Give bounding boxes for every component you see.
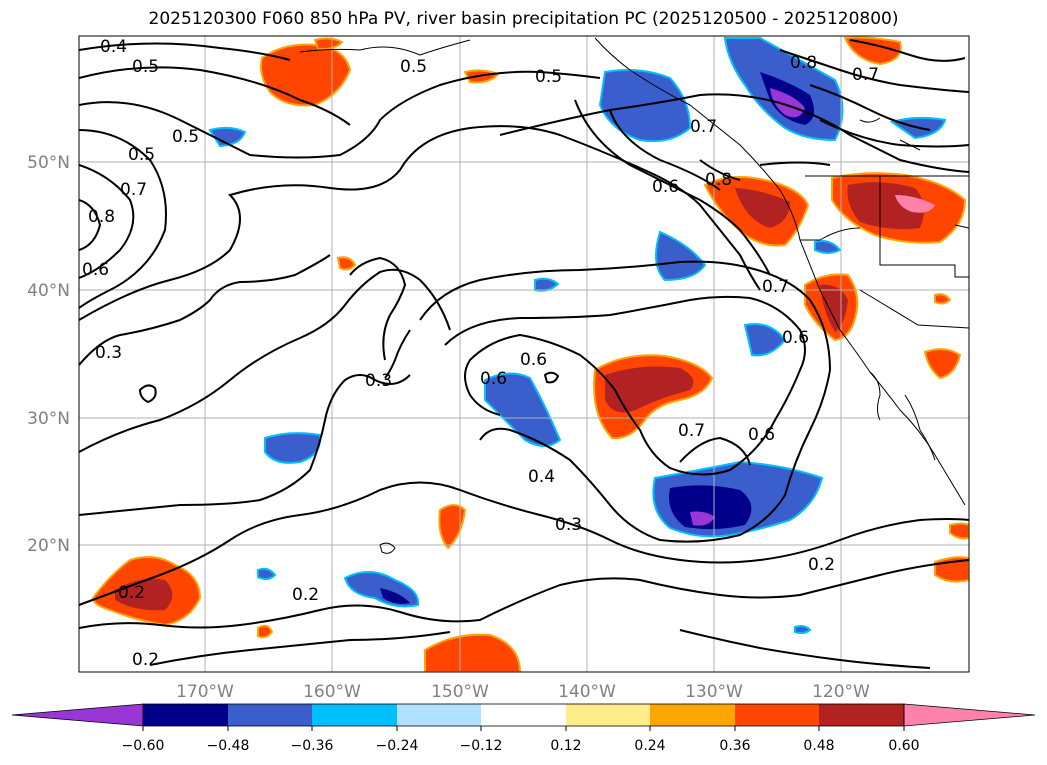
map-frame	[78, 35, 970, 673]
contour-label: 0.7	[690, 117, 717, 137]
lon-label-140w: 140°W	[558, 682, 616, 702]
colorbar-bin	[481, 704, 566, 726]
contour-label: 0.8	[705, 170, 732, 190]
contour-label: 0.7	[120, 180, 147, 200]
strong-positive-region	[605, 366, 694, 413]
contour-label: 0.5	[400, 57, 427, 77]
latitude-labels: 50°N 40°N 30°N 20°N	[27, 153, 70, 556]
contour-label: 0.4	[100, 37, 127, 57]
contour-label: 0.6	[480, 369, 507, 389]
colorbar-bin	[397, 704, 481, 726]
contour-label: 0.7	[678, 421, 705, 441]
contour-label: 0.2	[118, 583, 145, 603]
positive-anomaly-region	[336, 256, 357, 271]
colorbar-bin	[735, 704, 819, 726]
colorbar-label: 0.60	[888, 738, 919, 754]
colorbar-bin	[566, 704, 650, 726]
lon-label-150w: 150°W	[431, 682, 489, 702]
colorbar: −0.60 −0.48 −0.36 −0.24 −0.12 0.12 0.24 …	[11, 703, 1036, 754]
colorbar-label: −0.60	[122, 738, 165, 754]
negative-anomaly-region	[484, 372, 562, 447]
lon-label-170w: 170°W	[176, 682, 234, 702]
lon-label-160w: 160°W	[303, 682, 361, 702]
longitude-labels: 170°W 160°W 150°W 140°W 130°W 120°W	[176, 682, 870, 702]
positive-anomaly-region	[949, 522, 969, 540]
negative-anomaly-region	[208, 126, 247, 148]
contour-label: 0.7	[762, 277, 789, 297]
lat-label-30n: 30°N	[27, 409, 70, 429]
colorbar-bin	[228, 704, 312, 726]
contour-label: 0.6	[520, 350, 547, 370]
pv-contours	[79, 39, 969, 669]
contour-label: 0.8	[790, 53, 817, 73]
strong-positive-region	[847, 182, 924, 230]
colorbar-label: 0.48	[803, 738, 834, 754]
strong-negative-region	[669, 485, 752, 530]
lon-label-120w: 120°W	[812, 682, 870, 702]
contour-label: 0.6	[82, 260, 109, 280]
lat-label-20n: 20°N	[27, 536, 70, 556]
colorbar-extend-high	[903, 703, 1036, 727]
colorbar-label: 0.12	[550, 738, 581, 754]
contour-label: 0.5	[172, 127, 199, 147]
contour-label: 0.8	[88, 207, 115, 227]
contour-label: 0.3	[555, 515, 582, 535]
positive-anomaly-region	[313, 37, 344, 51]
contour-label: 0.5	[132, 57, 159, 77]
negative-anomaly-region	[534, 277, 560, 292]
positive-anomaly-region	[438, 504, 467, 550]
colorbar-label: −0.48	[207, 738, 250, 754]
contour-label: 0.3	[95, 343, 122, 363]
positive-anomaly-region	[934, 293, 952, 305]
lon-label-130w: 130°W	[685, 682, 743, 702]
lat-label-40n: 40°N	[27, 281, 70, 301]
colorbar-label: −0.12	[460, 738, 503, 754]
extreme-negative-region	[770, 88, 805, 118]
colorbar-bin	[650, 704, 735, 726]
strong-negative-region	[380, 588, 410, 604]
extreme-negative-region	[690, 511, 715, 526]
contour-label: 0.5	[535, 67, 562, 87]
strong-positive-region	[735, 188, 790, 228]
positive-anomaly-region	[260, 43, 352, 107]
colorbar-label: −0.24	[376, 738, 419, 754]
positive-anomaly-region	[843, 36, 902, 66]
contour-label: 0.2	[292, 585, 319, 605]
negative-anomaly-region	[743, 323, 787, 357]
contour-label: 0.6	[748, 425, 775, 445]
contour-label: 0.3	[365, 371, 392, 391]
colorbar-label: 0.36	[719, 738, 750, 754]
contour-label: 0.6	[782, 328, 809, 348]
contour-label: 0.2	[808, 555, 835, 575]
graticule	[79, 36, 969, 672]
colorbar-label: 0.24	[634, 738, 665, 754]
map-title: 2025120300 F060 850 hPa PV, river basin …	[148, 9, 899, 29]
contour-label: 0.2	[132, 650, 159, 670]
lat-label-50n: 50°N	[27, 153, 70, 173]
negative-anomaly-region	[814, 240, 842, 254]
extreme-positive-region	[895, 195, 935, 213]
precip-shading	[91, 36, 969, 672]
contour-labels: 0.4 0.5 0.5 0.5 0.5 0.8 0.7 0.6 0.7 0.8 …	[82, 37, 879, 670]
positive-anomaly-region	[424, 633, 522, 672]
positive-anomaly-region	[257, 624, 274, 639]
colorbar-bin	[143, 704, 228, 726]
contour-label: 0.4	[528, 467, 555, 487]
colorbar-bin	[819, 704, 904, 726]
colorbar-extend-low	[11, 703, 144, 727]
negative-anomaly-region	[794, 625, 812, 635]
colorbar-label: −0.36	[291, 738, 334, 754]
colorbar-bin	[312, 704, 397, 726]
negative-anomaly-region	[257, 567, 277, 581]
contour-label: 0.7	[852, 65, 879, 85]
contour-label: 0.6	[652, 177, 679, 197]
positive-anomaly-region	[923, 348, 962, 380]
negative-anomaly-region	[264, 432, 322, 464]
contour-label: 0.5	[128, 145, 155, 165]
negative-anomaly-region	[655, 230, 707, 282]
